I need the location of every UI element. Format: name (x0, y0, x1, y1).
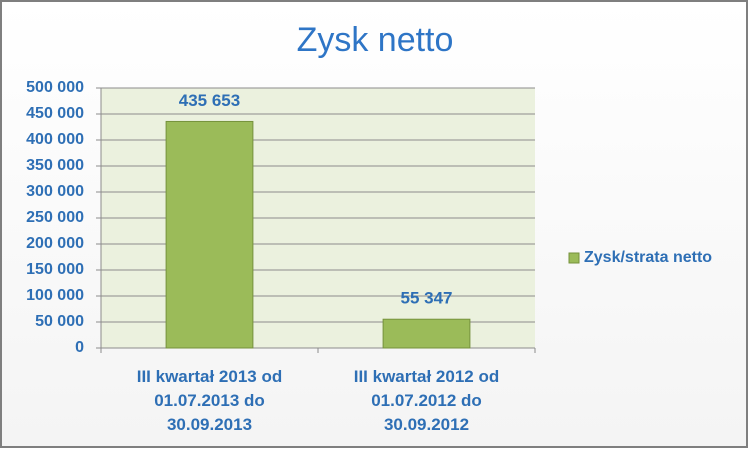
y-tick-label: 50 000 (35, 313, 84, 330)
legend-label: Zysk/strata netto (584, 249, 712, 266)
value-label: 435 653 (179, 91, 240, 110)
legend-swatch (568, 252, 580, 264)
y-tick-label: 300 000 (26, 183, 84, 200)
y-tick-label: 150 000 (26, 261, 84, 278)
value-label: 55 347 (401, 289, 453, 308)
chart-title: Zysk netto (297, 21, 454, 59)
y-tick-label: 450 000 (26, 105, 84, 122)
y-tick-label: 200 000 (26, 235, 84, 252)
x-tick-label: III kwartał 2013 od 01.07.2013 do 30.09.… (136, 367, 283, 434)
y-tick-label: 250 000 (26, 209, 84, 226)
y-tick-label: 400 000 (26, 131, 84, 148)
y-tick-label: 0 (75, 339, 84, 356)
bar (165, 120, 254, 349)
x-tick-label: III kwartał 2012 od 01.07.2012 do 30.09.… (353, 367, 500, 434)
y-tick-label: 100 000 (26, 287, 84, 304)
y-tick-label: 350 000 (26, 157, 84, 174)
bar (382, 318, 471, 349)
y-tick-label: 500 000 (26, 79, 84, 96)
